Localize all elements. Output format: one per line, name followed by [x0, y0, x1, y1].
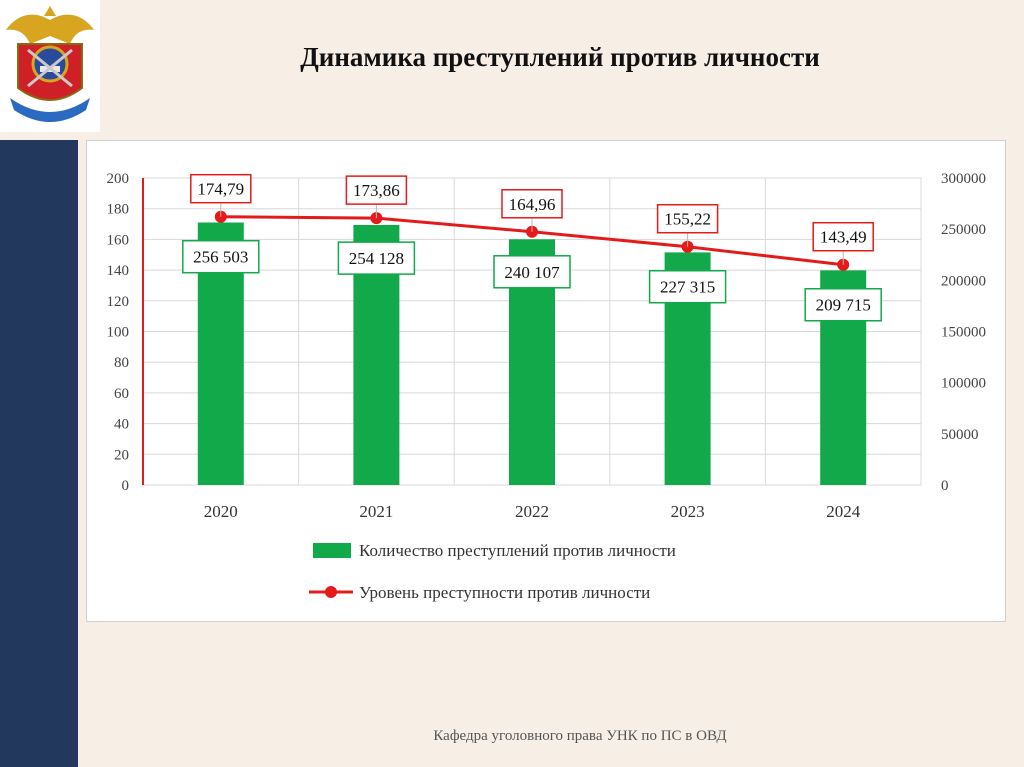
chart-container: 0 20 40 60 80 100 120 140 160 180 200 0 50000 100000 1…: [86, 140, 1006, 622]
line-point: [370, 212, 383, 225]
line-label-box: [812, 221, 874, 252]
y-right-tick-label: 150000: [941, 325, 986, 341]
line-data-label: 164,96: [509, 195, 556, 214]
x-tick-label: 2020: [204, 502, 238, 521]
page-title: Динамика преступлений против личности: [300, 42, 820, 72]
line-point: [837, 258, 850, 271]
emblem-icon: [6, 6, 94, 122]
bar-label-box: [493, 255, 571, 289]
line-label-box: [345, 175, 408, 205]
line-data-label: 143,49: [820, 228, 867, 247]
line-point: [681, 240, 694, 253]
legend-line-marker: [325, 586, 337, 598]
y-left-tick-label: 120: [107, 294, 130, 310]
y-right-tick-label: 0: [941, 478, 949, 494]
bar-data-label: 256 503: [193, 248, 248, 267]
x-tick-label: 2024: [826, 502, 861, 521]
x-tick-label: 2021: [359, 502, 393, 521]
y-right-tick-label: 50000: [941, 427, 979, 443]
bar-data-label: 240 107: [504, 263, 560, 282]
y-right-tick-label: 250000: [941, 222, 986, 238]
y-left-tick-label: 200: [107, 171, 130, 187]
y-left-tick-label: 80: [114, 355, 129, 371]
legend-bar-label: Количество преступлений против личности: [359, 541, 676, 560]
legend-bar-swatch: [313, 543, 351, 558]
bar-data-label: 254 128: [349, 249, 404, 268]
line-label-box: [190, 173, 252, 204]
bar-data-label: 209 715: [816, 296, 871, 315]
y-right-tick-label: 100000: [941, 376, 986, 392]
line-label-box: [501, 189, 563, 219]
bar-label-box: [182, 239, 260, 274]
y-right-tick-label: 300000: [941, 171, 986, 187]
y-left-tick-label: 60: [114, 386, 129, 402]
x-tick-label: 2022: [515, 502, 549, 521]
y-left-tick-label: 0: [122, 478, 130, 494]
bar-data-label: 227 315: [660, 278, 715, 297]
line-data-label: 155,22: [664, 210, 711, 229]
combo-chart: 0 20 40 60 80 100 120 140 160 180 200 0 50000 100000 1…: [107, 171, 987, 602]
y-left-tick-label: 20: [114, 447, 129, 463]
logo-panel: [0, 0, 100, 132]
legend-line-label: Уровень преступности против личности: [359, 583, 650, 602]
line-data-label: 174,79: [197, 180, 244, 199]
side-bar: [0, 140, 78, 767]
y-right-tick-label: 200000: [941, 273, 986, 289]
y-left-tick-label: 180: [107, 202, 130, 218]
y-left-tick-label: 140: [107, 263, 130, 279]
bar-label-box: [648, 269, 727, 304]
line-label-box: [656, 203, 719, 234]
line-data-label: 173,86: [353, 181, 400, 200]
bar-label-box: [337, 241, 416, 275]
y-left-tick-label: 160: [107, 232, 130, 248]
x-tick-label: 2023: [671, 502, 705, 521]
bar-label-box: [804, 287, 882, 322]
footer-text: Кафедра уголовного права УНК по ПС в ОВД: [433, 728, 727, 744]
line-point: [214, 210, 227, 223]
y-left-tick-label: 100: [107, 325, 130, 341]
line-point: [526, 225, 538, 238]
y-left-tick-label: 40: [114, 417, 129, 433]
